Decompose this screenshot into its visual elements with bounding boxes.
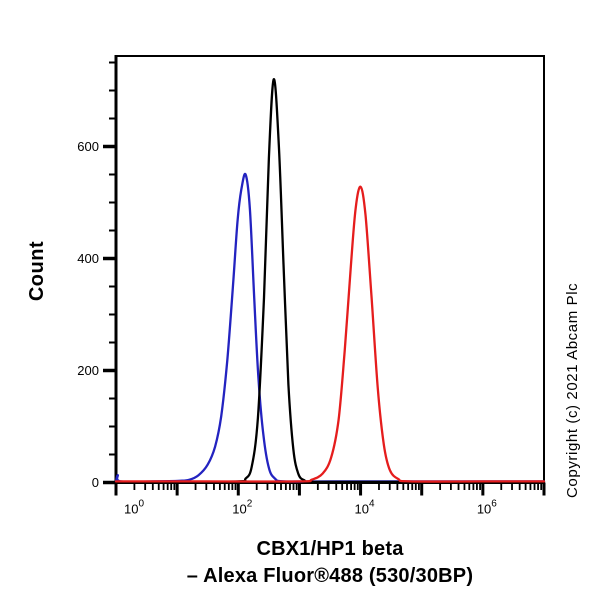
y-tick-label: 600	[77, 139, 99, 154]
histogram-curves	[114, 78, 546, 484]
y-tick-label: 400	[77, 251, 99, 266]
x-tick-label: 100	[124, 499, 144, 517]
x-tick-label: 106	[477, 499, 497, 517]
y-tick-label: 200	[77, 363, 99, 378]
copyright-notice: Copyright (c) 2021 Abcam Plc	[564, 282, 581, 498]
y-axis-title: Count	[26, 240, 48, 302]
x-axis-ticks: 100 102 104 106	[114, 482, 546, 517]
y-tick-label: 0	[92, 475, 99, 490]
black-curve	[114, 78, 546, 484]
chart-title-line2: – Alexa Fluor®488 (530/30BP)	[186, 565, 474, 587]
x-tick-label: 104	[355, 499, 375, 517]
red-curve	[114, 185, 546, 483]
blue-curve	[114, 172, 546, 484]
y-axis-ticks: 0 200 400 600	[77, 61, 116, 490]
plot-frame	[114, 55, 545, 484]
chart-title: CBX1/HP1 beta – Alexa Fluor®488 (530/30B…	[85, 536, 575, 590]
chart-title-line1: CBX1/HP1 beta	[256, 538, 404, 560]
x-tick-label: 102	[232, 499, 252, 517]
